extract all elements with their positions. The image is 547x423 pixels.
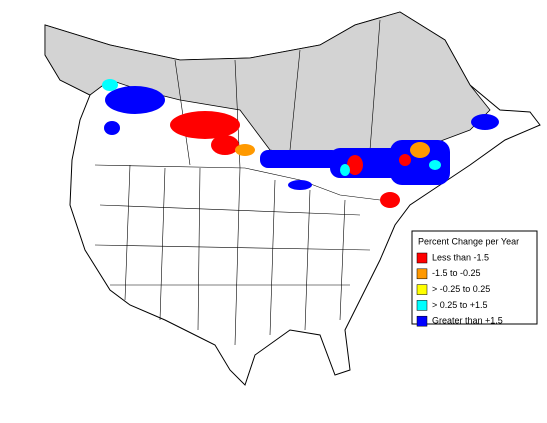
- legend-swatch: [416, 252, 428, 264]
- legend-title: Percent Change per Year: [418, 236, 519, 246]
- legend-swatch: [416, 315, 428, 327]
- legend-box: [411, 230, 538, 325]
- boundaries: [94, 19, 381, 346]
- legend-swatch: [416, 300, 428, 311]
- legend-label: Greater than +1.5: [432, 316, 503, 326]
- legend-label: Less than -1.5: [432, 252, 489, 262]
- legend-label: > -0.25 to 0.25: [432, 284, 490, 294]
- legend-label: > 0.25 to +1.5: [432, 300, 488, 310]
- legend-swatch: [416, 284, 428, 295]
- legend-label: -1.5 to -0.25: [432, 268, 481, 278]
- change-areas: [102, 79, 499, 208]
- legend-swatch: [416, 268, 428, 280]
